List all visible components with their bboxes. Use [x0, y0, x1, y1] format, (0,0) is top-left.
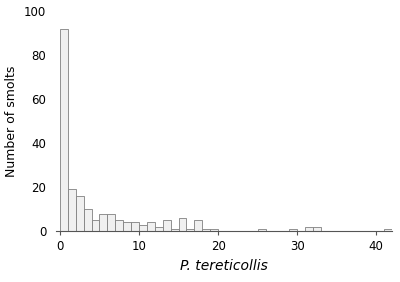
Bar [84, 209, 92, 231]
Bar [210, 229, 218, 231]
Bar [305, 227, 313, 231]
Y-axis label: Number of smolts: Number of smolts [6, 66, 18, 177]
Bar [123, 222, 131, 231]
Bar [194, 220, 202, 231]
Bar [92, 220, 100, 231]
Bar [171, 229, 178, 231]
Bar [76, 196, 84, 231]
Bar [313, 227, 321, 231]
Bar [131, 222, 139, 231]
Bar [107, 214, 115, 231]
Bar [60, 29, 68, 231]
Bar [147, 222, 155, 231]
Bar [163, 220, 171, 231]
Bar [155, 227, 163, 231]
Bar [202, 229, 210, 231]
Bar [178, 218, 186, 231]
Bar [384, 229, 392, 231]
Bar [258, 229, 266, 231]
Bar [68, 190, 76, 231]
Bar [289, 229, 297, 231]
Bar [139, 225, 147, 231]
X-axis label: P. tereticollis: P. tereticollis [180, 259, 268, 273]
Bar [115, 220, 123, 231]
Bar [186, 229, 194, 231]
Bar [100, 214, 107, 231]
